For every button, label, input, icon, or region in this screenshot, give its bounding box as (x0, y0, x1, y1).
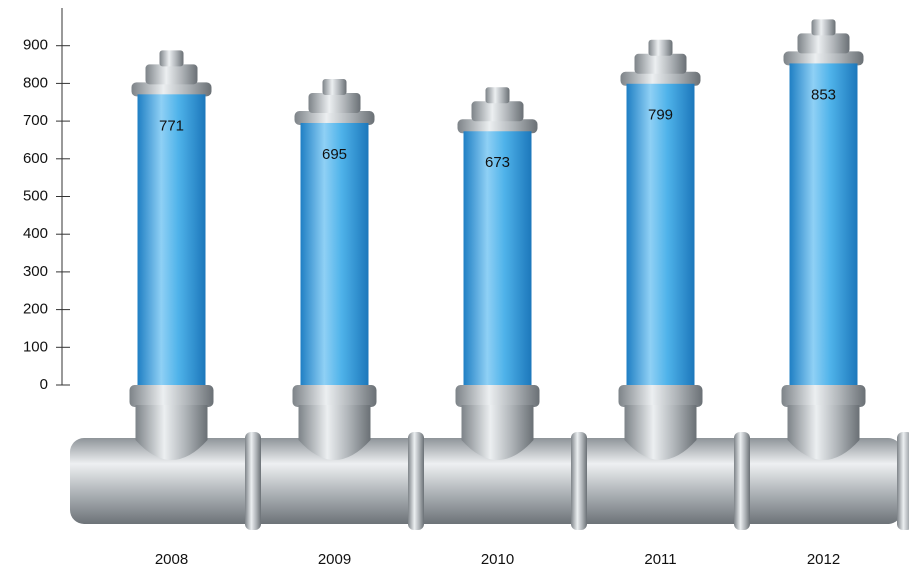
bar (789, 63, 858, 385)
tee-collar (781, 385, 866, 407)
cap-nut (797, 33, 850, 54)
value-label: 695 (322, 146, 347, 163)
fittings (129, 19, 909, 530)
bar (626, 83, 695, 385)
y-tick-label: 0 (40, 376, 48, 393)
main-pipe (70, 438, 902, 524)
cap-collar (620, 71, 701, 86)
cap-nut (634, 53, 687, 74)
y-tick-label: 500 (23, 187, 48, 204)
cap-collar (457, 119, 538, 134)
tee-collar (455, 385, 540, 407)
y-tick-label: 200 (23, 301, 48, 318)
cap-bolt (648, 39, 673, 56)
value-label: 673 (485, 154, 510, 171)
x-tick-label: 2008 (155, 551, 188, 568)
x-tick-label: 2010 (481, 551, 514, 568)
y-tick-label: 600 (23, 150, 48, 167)
x-tick-label: 2009 (318, 551, 351, 568)
x-tick-label: 2011 (644, 551, 676, 568)
tee-collar (129, 385, 214, 407)
cap-nut (308, 92, 361, 113)
cap-bolt (485, 87, 510, 104)
cap-bolt (322, 78, 347, 95)
tee-body (135, 405, 208, 460)
x-tick-label: 2012 (807, 551, 840, 568)
pipe-joint (408, 432, 424, 530)
y-tick-label: 700 (23, 112, 48, 129)
y-tick-label: 300 (23, 263, 48, 280)
cap-bolt (811, 19, 836, 36)
cap-collar (294, 110, 375, 125)
cap-collar (783, 51, 864, 66)
y-tick-label: 900 (23, 37, 48, 54)
bar (463, 131, 532, 385)
y-tick-label: 100 (23, 338, 48, 355)
tee-body (461, 405, 534, 460)
bar (137, 94, 206, 385)
pipe-joint (734, 432, 750, 530)
value-label: 771 (159, 117, 184, 134)
tee-body (787, 405, 860, 460)
cap-collar (131, 82, 212, 97)
tee-collar (618, 385, 703, 407)
y-tick-label: 800 (23, 74, 48, 91)
bar (300, 122, 369, 386)
tee-body (298, 405, 371, 460)
pipe-joint (245, 432, 261, 530)
cap-nut (145, 64, 198, 85)
cap-bolt (159, 50, 184, 67)
y-tick-label: 400 (23, 225, 48, 242)
pipe-joint (897, 432, 909, 530)
value-label: 853 (811, 86, 836, 103)
tee-collar (292, 385, 377, 407)
pipe-joint (571, 432, 587, 530)
cap-nut (471, 101, 524, 122)
tee-body (624, 405, 697, 460)
value-label: 799 (648, 107, 673, 124)
